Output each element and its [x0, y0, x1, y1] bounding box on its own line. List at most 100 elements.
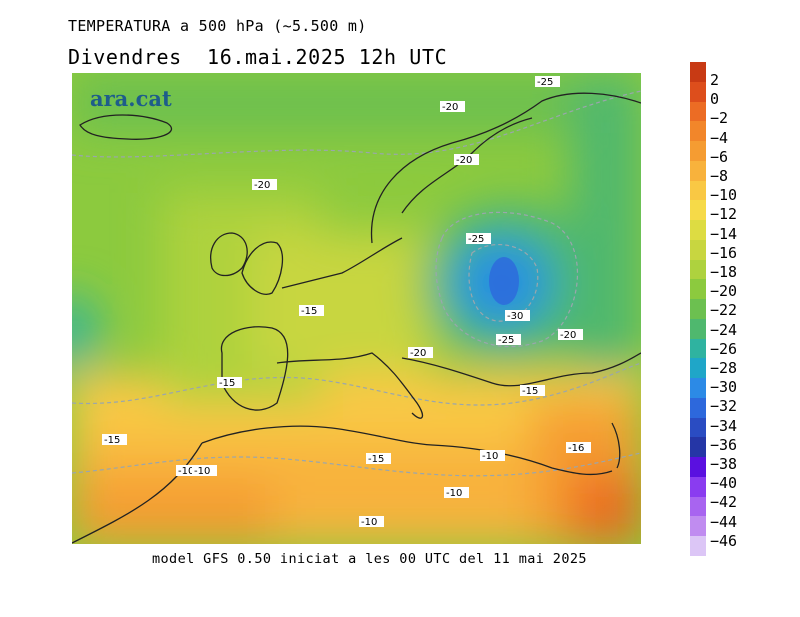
svg-text:-10: -10: [361, 517, 377, 528]
colorbar-label: −30: [710, 378, 738, 397]
contour-label: -20: [440, 101, 465, 113]
colorbar-swatch: [690, 160, 706, 182]
colorbar-label: −16: [710, 243, 738, 262]
chart-subtitle: Divendres 16.mai.2025 12h UTC: [68, 45, 448, 69]
svg-text:-20: -20: [560, 330, 576, 341]
colorbar-swatch: [690, 299, 706, 320]
colorbar-swatch: [690, 180, 706, 201]
contour-label: -10: [176, 465, 201, 477]
colorbar-swatch: [690, 437, 706, 458]
cold-core: [489, 257, 519, 305]
colorbar-label: −12: [710, 205, 738, 224]
colorbar-label: −8: [710, 167, 729, 185]
colorbar-swatch: [690, 239, 706, 261]
colorbar-swatch: [690, 536, 706, 557]
chart-title: TEMPERATURA a 500 hPa (~5.500 m): [68, 17, 367, 35]
colorbar-label: −44: [710, 512, 738, 531]
colorbar-swatch: [690, 318, 706, 340]
svg-text:-20: -20: [254, 180, 270, 191]
colorbar-swatch: [690, 397, 706, 419]
contour-label: -25: [496, 334, 521, 346]
svg-text:-20: -20: [456, 155, 472, 166]
svg-text:-10: -10: [194, 466, 210, 477]
contour-label: -10: [359, 516, 384, 528]
contour-label: -20: [408, 347, 433, 359]
colorbar-label: 0: [710, 90, 720, 109]
colorbar-swatch: [690, 259, 706, 280]
map-canvas: -25 -20 -20 -20 -25 -15 -30 -25 -20 -20 -15 -15 -15 -…: [72, 73, 641, 544]
contour-label: -20: [252, 179, 277, 191]
svg-text:-16: -16: [568, 443, 584, 454]
contour-label: -15: [299, 305, 324, 317]
svg-text:-25: -25: [537, 77, 553, 88]
colorbar-label: −42: [710, 493, 738, 512]
colorbar-label: −40: [710, 474, 738, 493]
colorbar-swatch: [690, 457, 706, 478]
colorbar-label: −4: [710, 128, 729, 147]
contour-label: -20: [558, 329, 583, 341]
svg-text:-25: -25: [468, 234, 484, 245]
colorbar-label: −24: [710, 320, 738, 339]
colorbar-swatch: [690, 378, 706, 399]
colorbar-label: −6: [710, 147, 729, 166]
contour-label: -10: [192, 465, 217, 477]
svg-text:-15: -15: [301, 306, 317, 317]
svg-text:-15: -15: [219, 378, 235, 389]
temperature-map: -25 -20 -20 -20 -25 -15 -30 -25 -20 -20 -15 -15 -15 -…: [72, 73, 641, 544]
model-footer: model GFS 0.50 iniciat a les 00 UTC del …: [152, 551, 587, 567]
colorbar-swatch: [690, 496, 706, 517]
colorbar-swatch: [690, 358, 706, 379]
svg-text:-10: -10: [482, 451, 498, 462]
colorbar-swatch: [690, 121, 706, 142]
colorbar-swatch: [690, 81, 706, 102]
svg-text:-15: -15: [522, 386, 538, 397]
colorbar-label: −34: [710, 416, 738, 435]
colorbar-swatch: [690, 220, 706, 241]
colorbar-label: −10: [710, 186, 738, 205]
contour-label: -15: [217, 377, 242, 389]
colorbar-swatch: [690, 476, 706, 498]
colorbar-swatch: [690, 62, 706, 83]
colorbar-swatch: [690, 200, 706, 221]
colorbar-swatch: [690, 417, 706, 438]
contour-label: -25: [535, 76, 560, 88]
contour-label: -30: [505, 310, 530, 322]
colorbar-swatch: [690, 141, 706, 162]
colorbar-label: −32: [710, 397, 738, 416]
svg-text:-10: -10: [178, 466, 194, 477]
contour-label: -15: [366, 453, 391, 465]
contour-label: -10: [480, 450, 505, 462]
colorbar-label: −20: [710, 282, 738, 301]
contour-label: -15: [520, 385, 545, 397]
colorbar-label: −28: [710, 359, 738, 377]
contour-label: -25: [466, 233, 491, 245]
colorbar-label: −22: [710, 301, 738, 320]
contour-lines: [72, 90, 641, 477]
contour-label: -15: [102, 434, 127, 446]
svg-text:-15: -15: [104, 435, 120, 446]
contour-label: -10: [444, 487, 469, 499]
contour-label: -20: [454, 154, 479, 166]
colorbar-label: −2: [710, 109, 729, 128]
colorbar-label: −46: [710, 531, 738, 550]
contour-labels: -25 -20 -20 -20 -25 -15 -30 -25 -20 -20 -15 -15 -15 -…: [102, 76, 591, 528]
svg-text:-20: -20: [442, 102, 458, 113]
svg-text:-25: -25: [498, 335, 514, 346]
colorbar: [690, 62, 706, 557]
colorbar-label: −38: [710, 455, 738, 473]
svg-text:-20: -20: [410, 348, 426, 359]
colorbar-swatch: [690, 279, 706, 300]
svg-text:-30: -30: [507, 311, 523, 322]
land-outlines: [72, 92, 641, 544]
colorbar-label: −36: [710, 435, 738, 454]
brand-logo: ara.cat: [90, 86, 172, 111]
colorbar-label: −18: [710, 263, 738, 281]
colorbar-swatch: [690, 101, 706, 122]
colorbar-label: 2: [710, 71, 720, 89]
contour-label: -16: [566, 442, 591, 454]
colorbar-label: −14: [710, 224, 738, 243]
colorbar-swatch: [690, 338, 706, 359]
colorbar-swatch: [690, 516, 706, 537]
colorbar-label: −26: [710, 339, 738, 358]
svg-text:-15: -15: [368, 454, 384, 465]
